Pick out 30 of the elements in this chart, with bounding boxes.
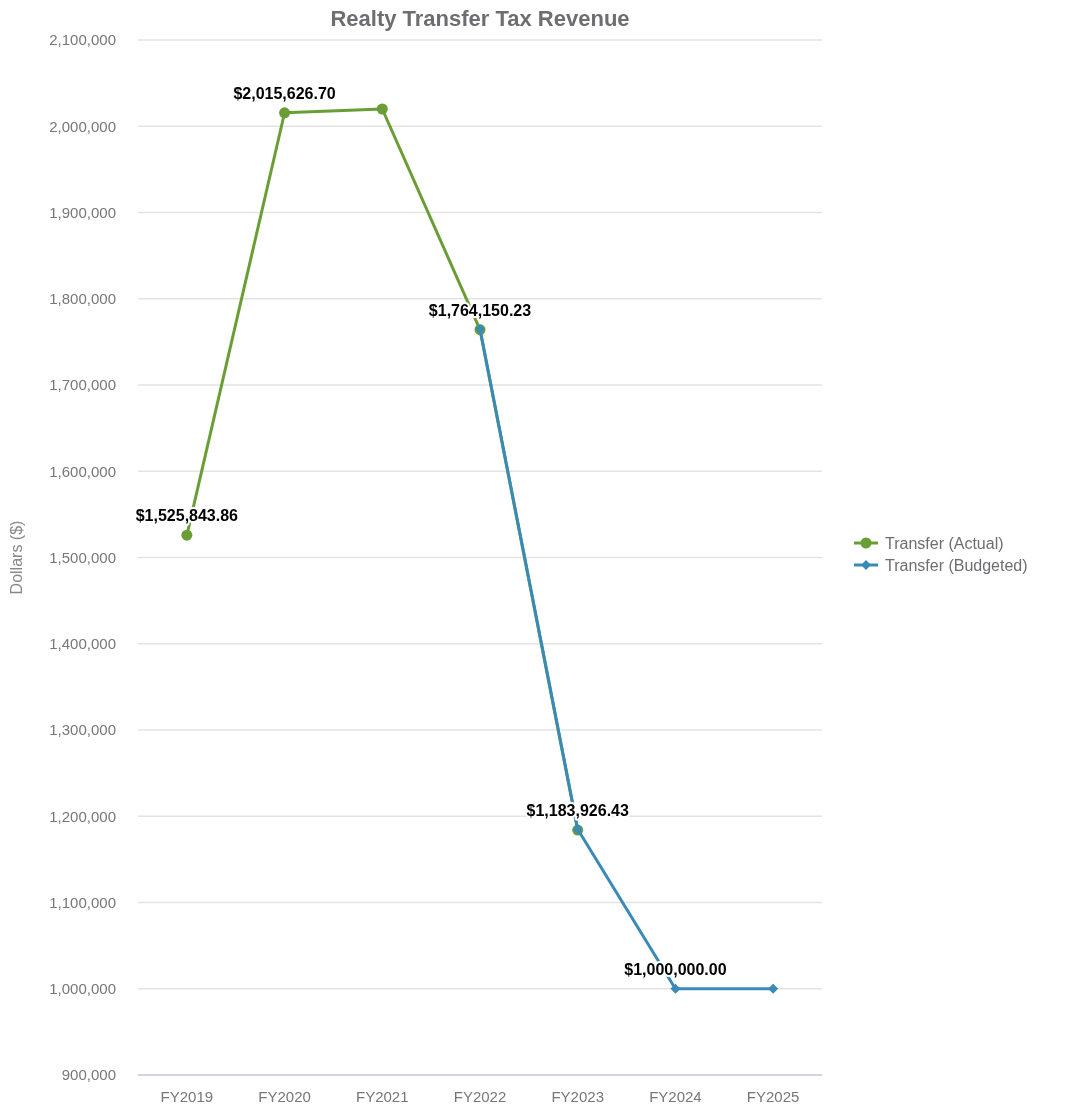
legend-label: Transfer (Actual) xyxy=(885,534,1004,552)
y-tick-label: 1,900,000 xyxy=(49,203,116,221)
data-label: $2,015,626.70 xyxy=(233,84,336,102)
point xyxy=(181,529,193,541)
point xyxy=(376,103,388,115)
x-tick-label: FY2024 xyxy=(649,1088,702,1105)
point xyxy=(279,107,291,119)
y-tick-label: 1,800,000 xyxy=(49,290,116,307)
x-tick-label: FY2021 xyxy=(356,1088,409,1105)
x-tick-label: FY2019 xyxy=(160,1088,214,1105)
point xyxy=(768,983,779,994)
y-tick-label: 2,100,000 xyxy=(49,31,116,49)
y-tick-label: 1,700,000 xyxy=(49,376,116,394)
legend-label: Transfer (Budgeted) xyxy=(885,556,1028,574)
x-tick-label: FY2023 xyxy=(551,1088,604,1105)
y-tick-label: 1,200,000 xyxy=(49,807,116,825)
y-tick-label: 1,300,000 xyxy=(49,721,116,739)
point xyxy=(670,983,681,994)
x-tick-label: FY2020 xyxy=(258,1088,311,1105)
y-tick-label: 1,400,000 xyxy=(49,635,116,652)
y-tick-label: 1,100,000 xyxy=(49,893,116,911)
y-tick-label: 2,000,000 xyxy=(49,117,116,135)
y-tick-label: 900,000 xyxy=(61,1066,116,1084)
y-tick-label: 1,000,000 xyxy=(49,980,116,997)
x-tick-label: FY2025 xyxy=(746,1088,800,1105)
x-tick-label: FY2022 xyxy=(453,1088,507,1105)
y-axis-title: Dollars ($) xyxy=(8,520,25,595)
y-tick-label: 1,500,000 xyxy=(49,548,116,566)
y-tick-label: 1,600,000 xyxy=(49,462,116,480)
chart-title: Realty Transfer Tax Revenue xyxy=(330,6,630,31)
